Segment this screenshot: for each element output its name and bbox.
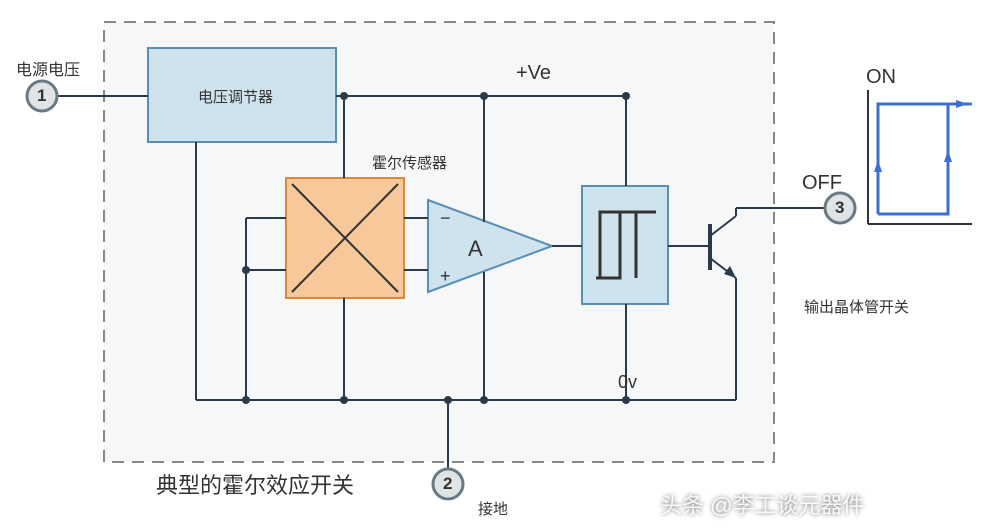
node-top3 (622, 92, 630, 100)
diagram-canvas: − + (0, 0, 984, 526)
node-hall-left (242, 266, 250, 274)
hyst-arrow-right (956, 100, 968, 108)
zero-v-label: 0v (618, 372, 637, 393)
node-bot1 (340, 396, 348, 404)
node-top1 (340, 92, 348, 100)
diagram-title: 典型的霍尔效应开关 (156, 468, 354, 500)
circuit-svg: − + (0, 0, 984, 526)
schmitt-block (582, 186, 668, 304)
hall-sensor-label: 霍尔传感器 (372, 152, 447, 173)
hyst-arrow-up (944, 150, 952, 162)
pin3-number: 3 (835, 198, 844, 218)
pin1-number: 1 (37, 86, 46, 106)
hyst-arrow-down (874, 160, 882, 172)
watermark-text: 头条 @李工谈元器件 (660, 488, 864, 520)
node-bot3 (622, 396, 630, 404)
transistor-output-label: 输出晶体管开关 (804, 296, 909, 317)
node-bot0 (242, 396, 250, 404)
opamp-plus: + (440, 266, 451, 286)
off-label: OFF (802, 172, 842, 195)
on-label: ON (866, 66, 896, 89)
node-bot2b (480, 396, 488, 404)
hyst-loop (878, 104, 972, 214)
opamp-minus: − (440, 208, 451, 228)
ground-label: 接地 (478, 498, 508, 519)
voltage-regulator-label: 电压调节器 (198, 86, 273, 107)
pin2-number: 2 (443, 474, 452, 494)
amp-letter-label: A (468, 236, 483, 262)
power-supply-label: 电源电压 (16, 56, 80, 80)
plus-ve-label: +Ve (516, 62, 551, 85)
node-top2 (480, 92, 488, 100)
